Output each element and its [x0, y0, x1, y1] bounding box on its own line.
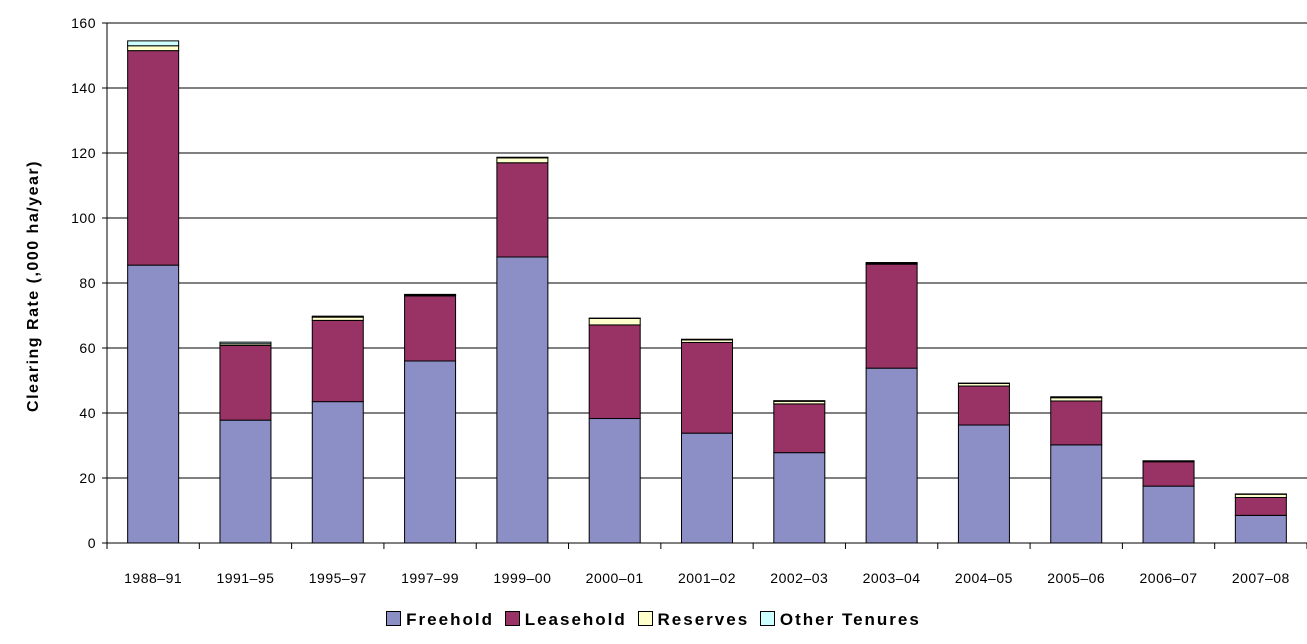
bar-other-tenures-1997-99: [404, 293, 457, 296]
bar-freehold-1999-00: [496, 256, 549, 544]
bar-leasehold-2000-01: [588, 324, 641, 420]
bar-freehold-2005-06: [1050, 444, 1103, 544]
bar-leasehold-2001-02: [681, 341, 733, 434]
legend-swatch-freehold: [386, 611, 402, 626]
bar-leasehold-1999-00: [496, 162, 549, 258]
bar-freehold-1991-95: [219, 419, 272, 544]
x-tick-label: 1999–00: [493, 570, 551, 586]
bar-other-tenures-1999-00: [496, 156, 549, 159]
legend-label-leasehold: Leasehold: [524, 610, 627, 629]
bar-leasehold-2007-08: [1234, 497, 1287, 516]
x-tick-label: 1991–95: [216, 570, 274, 586]
bar-leasehold-2006-07: [1142, 461, 1195, 487]
legend-label-other-tenures: Other Tenures: [779, 610, 921, 629]
y-tick-label: 140: [71, 80, 96, 96]
x-tick-label: 2006–07: [1140, 570, 1198, 586]
bar-leasehold-1995-97: [311, 319, 364, 403]
legend-label-reserves: Reserves: [657, 610, 750, 629]
bar-freehold-2002-03: [773, 452, 826, 544]
legend-swatch-reserves: [637, 611, 653, 626]
legend-item-freehold: Freehold: [386, 610, 494, 630]
y-axis-label: Clearing Rate (,000 ha/year): [25, 160, 42, 412]
x-tick-label: 1988–91: [124, 570, 182, 586]
bar-other-tenures-2001-02: [681, 338, 733, 341]
y-tick-label: 160: [71, 15, 96, 31]
y-tick-label: 20: [79, 470, 96, 486]
stacked-bar-chart: 0 20 40 60 80 100 120 140 160 1988–91 1991–95 1995…: [25, 15, 1307, 586]
bar-freehold-1995-97: [311, 401, 364, 544]
bar-leasehold-2002-03: [773, 403, 826, 454]
bar-freehold-1997-99: [404, 360, 457, 544]
bar-other-tenures-1991-95: [219, 341, 272, 345]
legend-item-other-tenures: Other Tenures: [759, 610, 921, 630]
x-tick-label: 2003–04: [863, 570, 921, 586]
bar-other-tenures-2003-04: [865, 262, 918, 264]
x-tick-label: 2004–05: [955, 570, 1013, 586]
x-tick-label: 1997–99: [401, 570, 459, 586]
x-tick-label: 2005–06: [1047, 570, 1105, 586]
bar-leasehold-1997-99: [404, 295, 457, 362]
legend: Freehold Leasehold Reserves Other Tenure…: [0, 610, 1307, 630]
x-tick-label: 2001–02: [678, 570, 736, 586]
y-tick-label: 40: [79, 405, 96, 421]
legend-item-reserves: Reserves: [637, 610, 750, 630]
axes: [102, 22, 1307, 549]
x-tick-label: 2002–03: [770, 570, 828, 586]
y-tick-labels: 0 20 40 60 80 100 120 140 160: [71, 15, 96, 551]
bar-leasehold-1991-95: [219, 344, 272, 421]
bar-freehold-2007-08: [1234, 514, 1287, 544]
legend-label-freehold: Freehold: [406, 610, 494, 629]
x-tick-label: 1995–97: [309, 570, 367, 586]
x-tick-labels: 1988–91 1991–95 1995–97 1997–99 1999–00 2000–…: [124, 570, 1290, 586]
bar-freehold-2004-05: [957, 424, 1010, 544]
bar-reserves-1999-00: [496, 157, 549, 164]
bar-freehold-2001-02: [681, 432, 733, 544]
y-tick-label: 0: [88, 535, 96, 551]
bar-other-tenures-1988-91: [127, 40, 180, 47]
y-tick-label: 120: [71, 145, 96, 161]
bar-reserves-2000-01: [588, 317, 641, 326]
bar-other-tenures-1995-97: [311, 315, 364, 318]
bars: [127, 40, 1287, 544]
legend-item-leasehold: Leasehold: [504, 610, 627, 630]
bar-freehold-2006-07: [1142, 485, 1195, 544]
bar-other-tenures-2002-03: [773, 400, 826, 402]
legend-swatch-leasehold: [504, 611, 520, 626]
bar-leasehold-1988-91: [127, 50, 180, 266]
y-tick-label: 60: [79, 340, 96, 356]
bar-other-tenures-2005-06: [1050, 396, 1103, 399]
bar-freehold-2003-04: [865, 367, 918, 544]
bar-leasehold-2003-04: [865, 263, 918, 369]
y-tick-label: 100: [71, 210, 96, 226]
x-tick-label: 2000–01: [586, 570, 644, 586]
bar-freehold-1988-91: [127, 264, 180, 544]
bar-reserves-1988-91: [127, 45, 180, 52]
bar-leasehold-2005-06: [1050, 400, 1103, 446]
bar-freehold-2000-01: [588, 418, 641, 544]
legend-swatch-other-tenures: [759, 611, 775, 626]
bar-leasehold-2004-05: [957, 385, 1010, 426]
x-tick-label: 2007–08: [1232, 570, 1290, 586]
y-tick-label: 80: [79, 275, 96, 291]
